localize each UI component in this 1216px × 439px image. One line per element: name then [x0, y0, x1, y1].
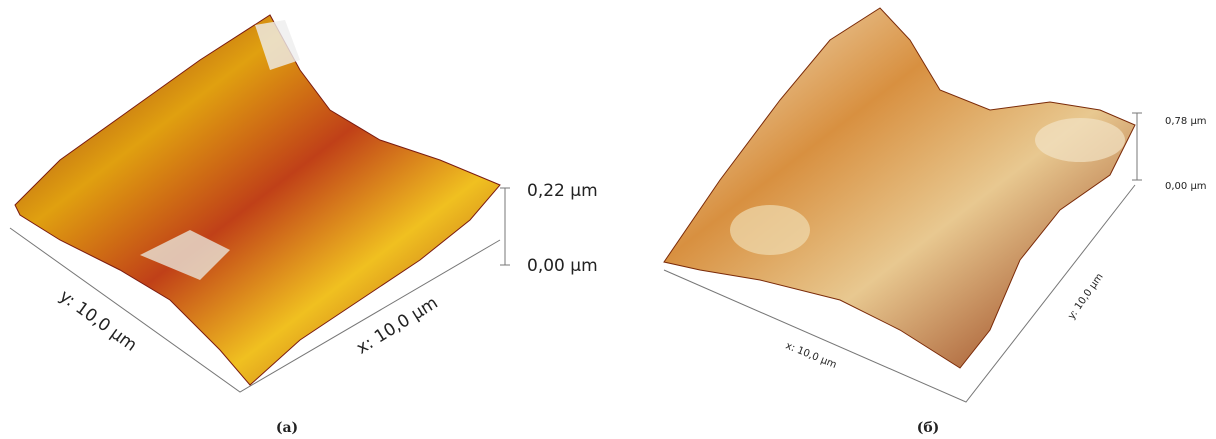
surface-highlight — [730, 205, 810, 255]
panel-a: 0,22 µm 0,00 µm y: 10,0 µm x: 10,0 µm (a… — [10, 15, 598, 436]
scale-top-label: 0,78 µm — [1165, 116, 1207, 127]
x-axis-label: x: 10,0 µm — [353, 293, 441, 359]
scale-bottom-label: 0,00 µm — [1165, 181, 1207, 192]
surface-highlight — [1035, 118, 1125, 162]
scale-bottom-label: 0,00 µm — [527, 256, 598, 276]
surface-3d — [15, 15, 500, 385]
caption: (б) — [917, 420, 940, 436]
caption: (a) — [276, 420, 298, 436]
y-axis-label: y: 10,0 µm — [55, 286, 140, 355]
figure: 0,22 µm 0,00 µm y: 10,0 µm x: 10,0 µm (a… — [0, 0, 1216, 439]
surface-3d — [664, 8, 1135, 368]
y-axis-label: y: 10,0 µm — [1066, 272, 1106, 322]
x-axis-label: x: 10,0 µm — [784, 340, 838, 370]
panel-b: 0,78 µm 0,00 µm x: 10,0 µm y: 10,0 µm (б… — [664, 8, 1207, 436]
scale-top-label: 0,22 µm — [527, 181, 598, 201]
